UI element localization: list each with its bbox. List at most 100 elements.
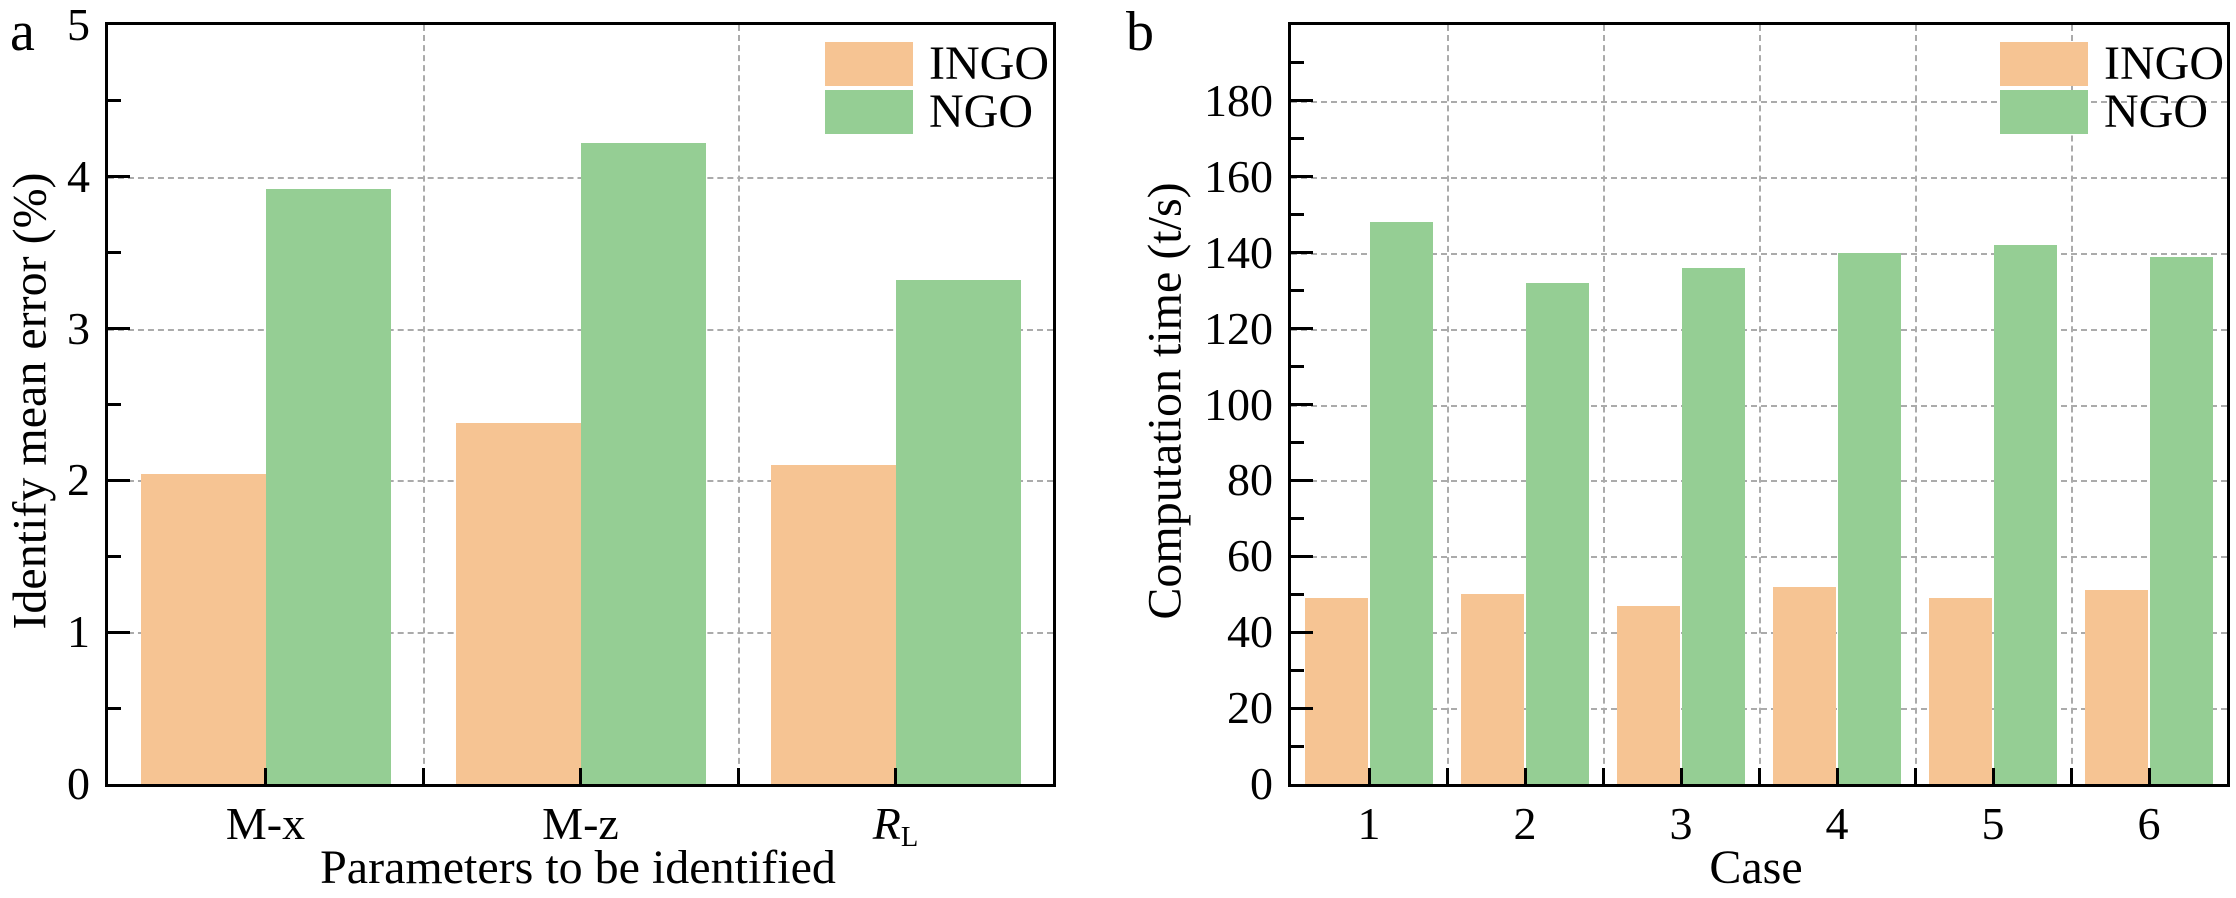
bar-ngo-1 (1370, 222, 1433, 784)
x-center-tick (579, 768, 582, 784)
bar-ingo-1 (1305, 598, 1368, 784)
ingo-swatch-icon (825, 42, 913, 86)
x-center-tick (1367, 768, 1371, 784)
y-major-tick (108, 478, 130, 482)
category-subscript-text: L (900, 822, 919, 854)
panel-a-letter: a (10, 1, 35, 63)
y-tick-label: 4 (67, 150, 90, 202)
x-gridline (1759, 25, 1761, 784)
panel-a-legend: INGO NGO (825, 40, 1049, 136)
bar-ngo-r_l (895, 280, 1021, 784)
x-center-tick (894, 768, 897, 784)
x-boundary-tick (1757, 768, 1761, 784)
y-minor-tick (108, 251, 121, 255)
y-tick-label: 140 (1204, 226, 1273, 278)
x-gridline (2071, 25, 2073, 784)
legend-row-ingo: INGO (825, 40, 1049, 88)
y-tick-label: 20 (1227, 682, 1273, 734)
bar-ingo-r_l (770, 465, 896, 784)
y-minor-tick (1291, 592, 1304, 596)
x-category-label: 4 (1825, 798, 1849, 849)
legend-row-ngo: NGO (825, 88, 1049, 136)
x-boundary-tick (1601, 768, 1605, 784)
y-major-tick (108, 630, 130, 634)
ngo-swatch-icon (2000, 90, 2088, 134)
x-gridline (1447, 25, 1449, 784)
x-boundary-tick (2069, 768, 2073, 784)
x-boundary-tick (1913, 768, 1917, 784)
y-minor-tick (1291, 213, 1304, 217)
legend-row-ingo: INGO (2000, 40, 2224, 88)
y-tick-label: 120 (1204, 302, 1273, 354)
x-category-label: 1 (1357, 798, 1381, 849)
panel-b-letter: b (1126, 1, 1154, 63)
panel-a-plot-area: 0 1 2 3 4 5 M-x M-z RL (67, 0, 1056, 853)
y-major-tick (1291, 706, 1313, 710)
bar-ngo-6 (2150, 256, 2213, 784)
y-minor-tick (108, 706, 121, 710)
x-boundary-tick (736, 768, 740, 784)
y-tick-label: 1 (67, 606, 90, 658)
x-category-label: 2 (1513, 798, 1537, 849)
x-boundary-tick (421, 768, 425, 784)
y-minor-tick (1291, 365, 1304, 369)
bar-ingo-m-z (455, 422, 581, 784)
ingo-swatch-icon (2000, 42, 2088, 86)
bar-ingo-m-x (140, 474, 266, 784)
x-center-tick (1991, 768, 1995, 784)
panel-a-x-axis-title: Parameters to be identified (320, 841, 836, 894)
y-minor-tick (1291, 137, 1304, 141)
bar-ingo-5 (1929, 598, 1992, 784)
panel-b-plot-area: 0 20 40 60 80 100 120 140 160 180 1 2 3 4 5 6 (1204, 22, 2230, 849)
y-tick-label: 40 (1227, 606, 1273, 658)
y-tick-label: 60 (1227, 530, 1273, 582)
panel-a-y-axis-title: Identify mean error (%) (3, 172, 57, 630)
y-major-tick (1291, 175, 1313, 179)
legend-label-ingo: INGO (929, 37, 1049, 90)
y-major-tick (1291, 630, 1313, 634)
bar-ingo-3 (1617, 605, 1680, 784)
bar-ngo-4 (1838, 252, 1901, 784)
legend-label-ingo: INGO (2104, 37, 2224, 90)
y-tick-label: 0 (67, 758, 90, 809)
legend-row-ngo: NGO (2000, 88, 2224, 136)
y-tick-label: 0 (1250, 758, 1273, 809)
y-minor-tick (1291, 516, 1304, 520)
x-gridline (1603, 25, 1605, 784)
bar-ngo-2 (1526, 283, 1589, 784)
y-tick-label: 5 (67, 0, 90, 50)
bar-ngo-m-z (580, 143, 706, 784)
x-category-label: RL (738, 798, 1053, 864)
y-tick-label: 3 (67, 302, 90, 354)
category-base-text: R (872, 798, 901, 849)
y-minor-tick (1291, 289, 1304, 293)
y-major-tick (1291, 99, 1313, 103)
y-major-tick (108, 327, 130, 331)
y-major-tick (1291, 327, 1313, 331)
panel-b-x-axis-title: Case (1709, 841, 1803, 894)
y-minor-tick (1291, 744, 1304, 748)
bar-ngo-3 (1682, 267, 1745, 784)
y-major-tick (108, 175, 130, 179)
x-category-label: 6 (2137, 798, 2161, 849)
y-minor-tick (108, 403, 121, 406)
y-minor-tick (1291, 61, 1304, 65)
x-center-tick (1835, 768, 1839, 784)
bar-ingo-6 (2085, 590, 2148, 784)
legend-label-ngo: NGO (929, 85, 1033, 138)
x-category-label: 3 (1669, 798, 1693, 849)
x-center-tick (1679, 768, 1683, 784)
y-tick-label: 80 (1227, 454, 1273, 506)
y-major-tick (1291, 403, 1313, 406)
x-boundary-tick (1445, 768, 1449, 784)
y-minor-tick (1291, 668, 1304, 672)
x-gridline (738, 25, 740, 784)
bar-ngo-m-x (265, 188, 391, 784)
y-tick-label: 100 (1204, 378, 1273, 430)
y-major-tick (1291, 251, 1313, 255)
bar-ngo-5 (1994, 245, 2057, 784)
bar-ingo-2 (1461, 594, 1524, 784)
x-gridline (423, 25, 425, 784)
ngo-swatch-icon (825, 90, 913, 134)
x-gridline (1915, 25, 1917, 784)
